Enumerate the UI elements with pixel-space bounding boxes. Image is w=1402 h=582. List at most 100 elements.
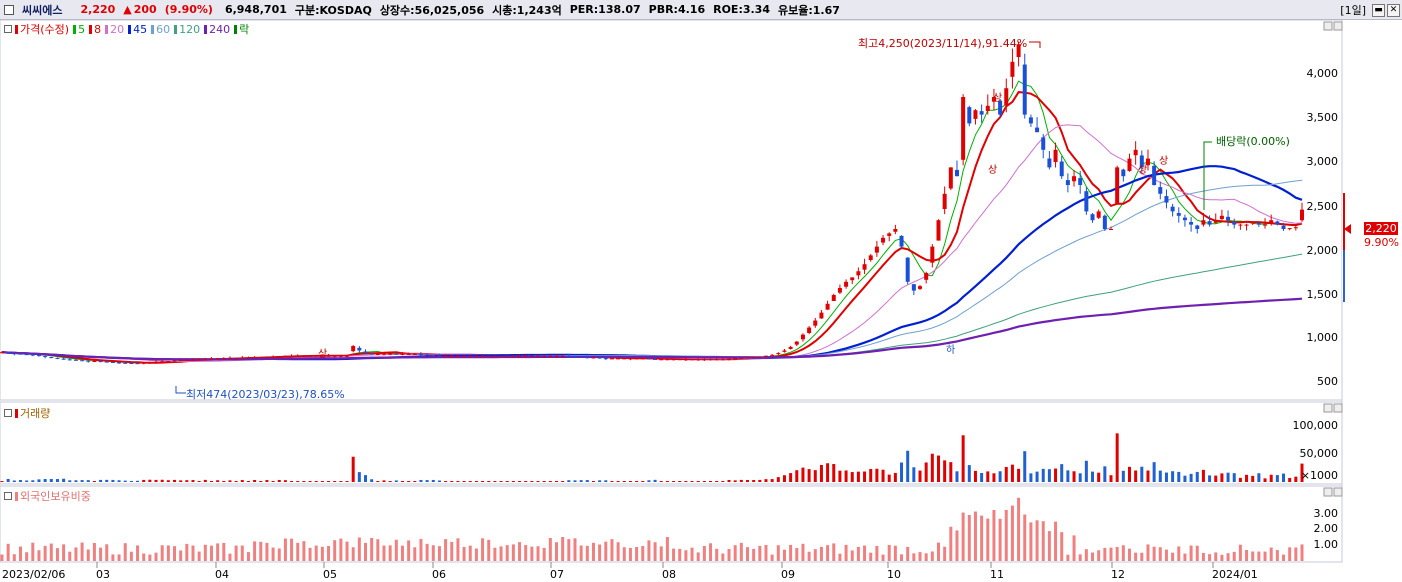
- foreign-bar: [690, 547, 694, 561]
- volume-bar: [382, 480, 386, 482]
- foreign-bar: [542, 547, 546, 561]
- volume-bar: [481, 481, 485, 482]
- candle-body: [536, 355, 541, 357]
- dividend-label: 배당락(0.00%): [1216, 135, 1290, 148]
- volume-bar: [616, 481, 620, 482]
- foreign-bar: [782, 549, 786, 561]
- volume-bar: [585, 480, 589, 482]
- foreign-bar: [419, 538, 423, 561]
- close-icon[interactable]: ✕: [1387, 3, 1400, 17]
- foreign-bar: [505, 545, 509, 561]
- foreign-bar: [444, 539, 448, 561]
- volume-bar: [548, 481, 552, 482]
- foreign-bar: [961, 512, 965, 561]
- volume-bar: [579, 480, 583, 482]
- candle-body: [1287, 228, 1292, 230]
- foreign-bar: [924, 553, 928, 561]
- foreign-bar: [721, 553, 725, 561]
- foreign-bar: [277, 548, 281, 561]
- volume-bar: [795, 470, 799, 482]
- ma8-swatch: [89, 24, 93, 34]
- volume-bar: [1245, 474, 1249, 482]
- volume-bar: [869, 468, 873, 482]
- volume-bar: [327, 481, 331, 482]
- foreign-bar: [1127, 548, 1131, 561]
- volume-bar: [665, 481, 669, 482]
- candle-body: [665, 359, 670, 361]
- candle-body: [135, 363, 140, 365]
- pane-toggle-icon[interactable]: [4, 25, 12, 33]
- foreign-bar: [413, 547, 417, 561]
- date-tick: 11: [990, 568, 1004, 581]
- volume-bar: [832, 464, 836, 482]
- candle-body: [203, 358, 208, 360]
- foreign-bar: [117, 554, 121, 561]
- foreign-bar: [1140, 552, 1144, 561]
- foreign-bar: [18, 546, 22, 561]
- volume-bar: [1115, 433, 1119, 482]
- foreign-bar: [555, 542, 559, 561]
- volume-bar: [314, 481, 318, 482]
- foreign-bar: [918, 552, 922, 561]
- volume-bar: [450, 481, 454, 482]
- volume-pane-toggle-icon[interactable]: [4, 409, 12, 417]
- foreign-bar: [105, 544, 109, 561]
- candle-body: [24, 354, 29, 356]
- volume-bar: [622, 481, 626, 482]
- candle-body: [1300, 209, 1304, 221]
- volume-bar: [339, 481, 343, 482]
- candle-body: [190, 359, 195, 361]
- volume-bar: [807, 469, 811, 482]
- foreign-pane-icons[interactable]: [1323, 487, 1343, 497]
- foreign-bar: [1146, 544, 1150, 561]
- candle-body: [1293, 227, 1298, 229]
- candle-body: [36, 355, 41, 357]
- foreign-tick: 3.00: [1314, 507, 1339, 520]
- foreign-bar: [0, 554, 4, 561]
- candle-body: [591, 357, 596, 359]
- candle-body: [899, 235, 904, 247]
- candle-body: [671, 359, 676, 361]
- checkbox-icon[interactable]: [4, 4, 14, 15]
- volume-bar: [376, 481, 380, 482]
- candle-body: [1059, 161, 1064, 177]
- volume-bar: [209, 481, 213, 482]
- volume-bar: [320, 481, 324, 482]
- candle-body: [1269, 220, 1274, 224]
- candle-body: [468, 355, 473, 357]
- price-pointer-icon: [1344, 224, 1351, 234]
- candle-body: [579, 356, 584, 358]
- volume-bar: [702, 481, 706, 482]
- foreign-bar: [431, 545, 435, 561]
- volume-pane-icons[interactable]: [1323, 403, 1343, 413]
- volume-bar: [973, 470, 977, 482]
- moving-average-lines: [1, 80, 1303, 364]
- volume-bar: [1201, 469, 1205, 482]
- foreign-bar: [456, 538, 460, 561]
- foreign-bar: [357, 537, 361, 561]
- foreign-bar: [1275, 550, 1279, 561]
- foreign-bar: [524, 545, 528, 561]
- limit-down-label: 하: [946, 343, 955, 356]
- candle-body: [856, 271, 861, 276]
- foreign-bar: [92, 542, 96, 561]
- price-pane-icons[interactable]: [1323, 21, 1343, 31]
- volume-bar: [43, 479, 47, 482]
- foreign-bar: [1041, 521, 1045, 561]
- volume-bar: [912, 467, 916, 482]
- foreign-bar: [1269, 547, 1273, 561]
- volume-bar: [739, 479, 743, 482]
- volume-bar: [1047, 469, 1051, 482]
- volume-bar: [813, 470, 817, 482]
- candle-body: [690, 359, 695, 361]
- period-label[interactable]: [1일]: [1340, 4, 1366, 17]
- candle-body: [653, 358, 658, 360]
- foreign-bar: [240, 545, 244, 561]
- stock-chart[interactable]: 4,000 3,500 3,000 2,500 2,000 1,500 1,00…: [0, 20, 1402, 582]
- volume-bar: [745, 480, 749, 482]
- foreign-pane-toggle-icon[interactable]: [4, 492, 12, 500]
- foreign-bar: [641, 546, 645, 561]
- candle-body: [763, 355, 768, 357]
- candle-body: [942, 193, 947, 210]
- minimize-icon[interactable]: ▬: [1372, 3, 1385, 17]
